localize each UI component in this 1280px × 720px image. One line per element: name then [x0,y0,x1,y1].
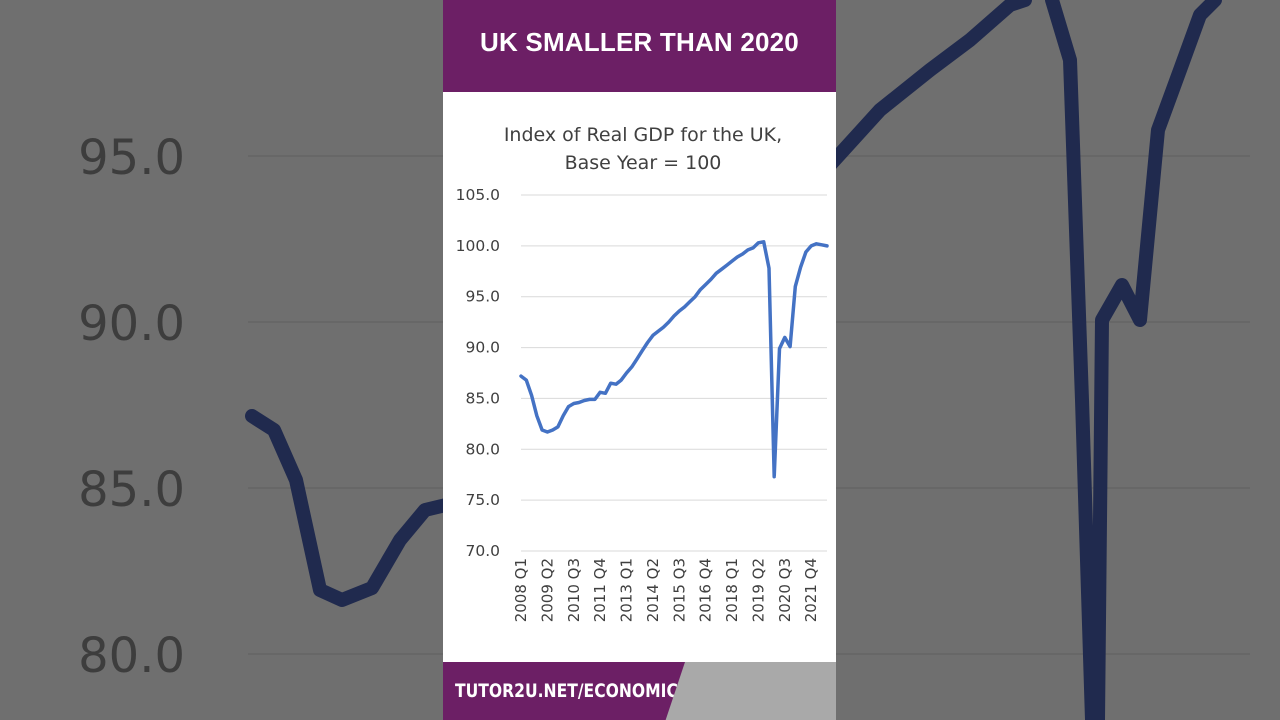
chart-subtitle: Base Year = 100 [565,152,722,174]
x-tick-label: 2011 Q4 [591,558,609,622]
page-title: UK SMALLER THAN 2020 [480,26,799,57]
bg-tick-label: 95.0 [78,130,185,186]
x-axis-ticks: 2008 Q1 2009 Q2 2010 Q3 2011 Q4 2013 Q1 2014 … [512,558,820,622]
bg-tick-label: 80.0 [78,628,185,684]
x-tick-label: 2014 Q2 [644,558,662,622]
chart-card: UK SMALLER THAN 2020 Index of Real GDP f… [443,0,836,720]
footer-brand-band: TUTOR2U.NET/ECONOMICS [443,662,685,720]
x-tick-label: 2015 Q3 [670,558,688,622]
y-tick-label: 70.0 [465,542,500,560]
y-tick-label: 100.0 [456,237,500,255]
bg-line-right [823,0,1032,172]
x-tick-label: 2008 Q1 [512,558,530,622]
footer-bar: TUTOR2U.NET/ECONOMICS [443,662,836,720]
bg-line-right-dip [1045,0,1222,720]
x-tick-label: 2018 Q1 [723,558,741,622]
footer-link-text[interactable]: TUTOR2U.NET/ECONOMICS [455,680,690,702]
y-tick-label: 90.0 [465,339,500,357]
y-tick-label: 80.0 [465,440,500,458]
bg-tick-label: 85.0 [78,462,185,518]
x-tick-label: 2010 Q3 [565,558,583,622]
header-banner: UK SMALLER THAN 2020 [443,0,836,92]
x-tick-label: 2016 Q4 [697,558,715,622]
y-tick-label: 95.0 [465,288,500,306]
series-layer [519,240,829,479]
chart-title: Index of Real GDP for the UK, [504,124,782,146]
bg-tick-label: 90.0 [78,296,185,352]
y-axis-ticks: 70.0 75.0 80.0 85.0 90.0 95.0 100.0 105.0 [456,186,500,560]
y-tick-label: 85.0 [465,389,500,407]
gdp-chart: Index of Real GDP for the UK, Base Year … [456,124,829,622]
x-tick-label: 2019 Q2 [749,558,767,622]
x-tick-label: 2009 Q2 [538,558,556,622]
gridlines [521,194,827,552]
y-tick-label: 75.0 [465,491,500,509]
x-tick-label: 2020 Q3 [776,558,794,622]
x-tick-label: 2021 Q4 [802,558,820,622]
gdp-index-line [519,240,829,479]
bg-line-left [245,409,457,607]
y-tick-label: 105.0 [456,186,500,204]
x-tick-label: 2013 Q1 [618,558,636,622]
bg-tick-labels: 95.0 90.0 85.0 80.0 [78,130,185,684]
